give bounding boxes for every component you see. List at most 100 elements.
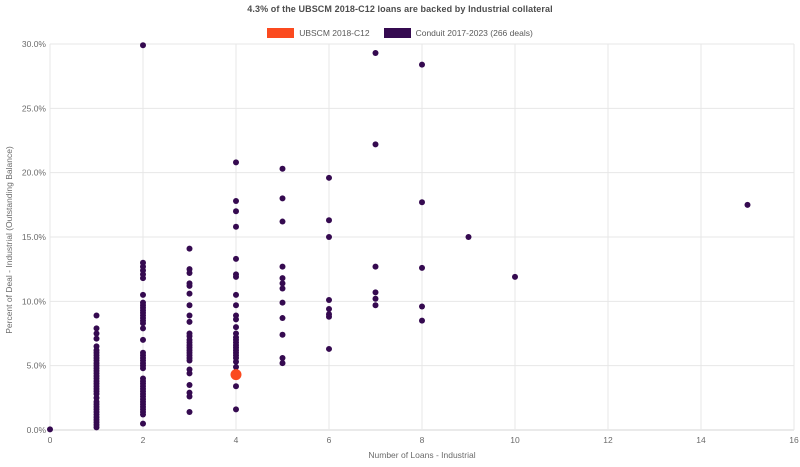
y-tick-label: 30.0%	[22, 39, 47, 49]
data-point-conduit	[326, 345, 332, 352]
legend-label-ubscm: UBSCM 2018-C12	[299, 28, 370, 38]
data-point-conduit	[186, 282, 193, 289]
data-point-conduit	[279, 299, 286, 306]
data-point-conduit	[186, 408, 193, 415]
x-tick-label: 6	[327, 435, 332, 445]
data-point-conduit	[279, 354, 286, 361]
data-point-conduit	[140, 291, 146, 298]
data-point-conduit	[279, 285, 286, 292]
x-tick-label: 14	[696, 435, 706, 445]
x-tick-label: 0	[48, 435, 53, 445]
data-point-conduit	[233, 363, 239, 370]
data-point-conduit	[372, 50, 379, 57]
data-point-conduit	[140, 365, 146, 372]
data-point-conduit	[140, 411, 146, 418]
legend-item-conduit[interactable]: Conduit 2017-2023 (266 deals)	[383, 28, 533, 38]
data-point-conduit	[233, 159, 239, 166]
data-point-conduit	[465, 234, 472, 240]
data-point-conduit	[233, 291, 239, 298]
data-point-conduit	[140, 320, 146, 327]
data-point-conduit	[186, 302, 193, 309]
data-point-conduit	[140, 42, 146, 49]
data-point-conduit	[93, 330, 100, 337]
data-point-conduit	[93, 325, 100, 332]
x-tick-label: 4	[234, 435, 239, 445]
data-point-conduit	[233, 273, 239, 280]
data-point-conduit	[233, 383, 239, 390]
data-point-conduit	[186, 290, 193, 297]
data-point-conduit	[279, 331, 286, 338]
data-point-conduit	[140, 420, 146, 427]
x-tick-label: 8	[420, 435, 425, 445]
data-point-conduit	[372, 263, 379, 270]
legend-label-conduit: Conduit 2017-2023 (266 deals)	[415, 28, 533, 38]
data-point-conduit	[186, 318, 193, 325]
data-point-conduit	[279, 195, 286, 202]
data-point-conduit	[419, 61, 425, 68]
data-point-conduit	[512, 273, 518, 280]
data-point-conduit	[233, 406, 239, 413]
data-point-conduit	[326, 217, 332, 224]
data-point-conduit	[140, 325, 146, 332]
data-point-conduit	[140, 275, 146, 282]
data-point-conduit	[186, 312, 193, 319]
data-point-conduit	[279, 263, 286, 270]
data-point-conduit	[326, 313, 332, 320]
data-point-conduit	[233, 324, 239, 331]
y-tick-label: 10.0%	[22, 296, 47, 306]
data-point-conduit	[233, 358, 239, 365]
data-point-conduit	[279, 165, 286, 172]
legend-item-ubscm[interactable]: UBSCM 2018-C12	[267, 28, 370, 38]
data-point-conduit	[279, 280, 286, 287]
x-tick-label: 10	[510, 435, 520, 445]
data-point-conduit	[233, 316, 239, 323]
data-point-conduit	[233, 223, 239, 230]
data-point-conduit	[419, 264, 425, 271]
data-point-conduit	[186, 270, 193, 277]
data-point-conduit	[186, 381, 193, 388]
data-point-conduit	[744, 201, 751, 208]
data-point-conduit	[233, 197, 239, 204]
data-point-conduit	[93, 335, 100, 342]
data-point-conduit	[372, 289, 379, 296]
y-tick-label: 5.0%	[27, 361, 47, 371]
x-tick-label: 2	[141, 435, 146, 445]
x-axis-title: Number of Loans - Industrial	[368, 450, 476, 460]
data-point-conduit	[93, 424, 100, 431]
data-point-conduit	[372, 295, 379, 302]
legend-swatch-ubscm	[267, 28, 295, 38]
data-point-conduit	[186, 357, 193, 364]
x-tick-label: 16	[789, 435, 799, 445]
y-tick-label: 0.0%	[27, 425, 47, 435]
data-point-ubscm	[230, 369, 242, 381]
data-point-conduit	[186, 370, 193, 377]
data-point-conduit	[279, 218, 286, 225]
data-point-conduit	[233, 208, 239, 215]
data-point-conduit	[326, 174, 332, 181]
data-point-conduit	[186, 245, 193, 252]
data-point-conduit	[419, 303, 425, 310]
data-point-conduit	[372, 141, 379, 148]
chart-title: 4.3% of the UBSCM 2018-C12 loans are bac…	[247, 4, 553, 14]
data-point-conduit	[326, 297, 332, 304]
y-tick-label: 20.0%	[22, 168, 47, 178]
data-point-conduit	[419, 317, 425, 324]
legend-swatch-conduit	[383, 28, 411, 38]
data-point-conduit	[279, 360, 286, 367]
y-tick-label: 15.0%	[22, 232, 47, 242]
data-point-conduit	[372, 302, 379, 309]
data-point-conduit	[186, 393, 193, 400]
data-point-conduit	[93, 312, 100, 319]
data-point-conduit	[326, 234, 332, 240]
x-tick-label: 12	[603, 435, 613, 445]
data-point-conduit	[47, 426, 53, 433]
data-point-conduit	[279, 315, 286, 322]
legend: UBSCM 2018-C12 Conduit 2017-2023 (266 de…	[0, 28, 800, 38]
data-point-conduit	[279, 275, 286, 282]
data-point-conduit	[419, 199, 425, 206]
data-point-conduit	[326, 306, 332, 313]
data-point-conduit	[140, 336, 146, 343]
data-point-conduit	[233, 302, 239, 309]
